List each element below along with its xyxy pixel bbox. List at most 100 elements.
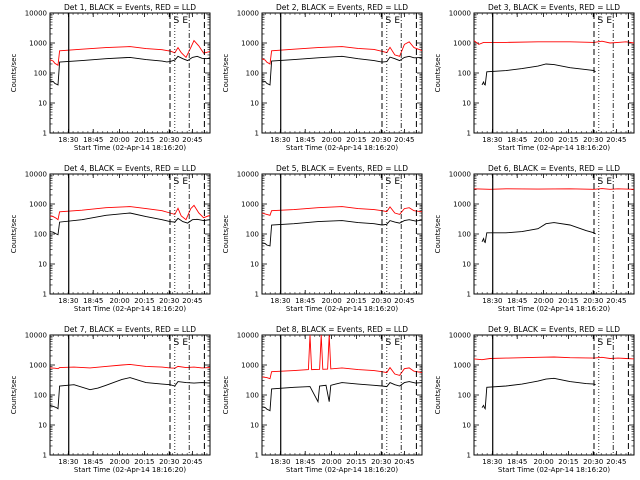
y-tick-label: 100 — [34, 70, 47, 78]
y-tick-label: 10000 — [449, 10, 471, 18]
x-tick-label: 20:15 — [558, 297, 578, 305]
y-axis-title: Counts/sec — [222, 376, 230, 415]
y-tick-label: 100 — [34, 392, 47, 400]
flare-marker-e: E — [182, 177, 188, 187]
y-tick-label: 1000 — [29, 362, 47, 370]
flare-marker-e: E — [606, 177, 612, 187]
x-tick-label: 20:45 — [394, 297, 414, 305]
x-tick-label: 20:45 — [182, 136, 202, 144]
flare-marker-s: S — [386, 177, 392, 187]
y-tick-label: 10 — [462, 100, 471, 108]
flare-marker-s: S — [174, 338, 180, 348]
x-tick-label: 20:15 — [346, 458, 366, 466]
x-tick-label: 18:30 — [58, 297, 78, 305]
x-axis-title: Start Time (02-Apr-14 18:16:20) — [286, 305, 398, 313]
series-line-black — [261, 55, 423, 86]
x-tick-label: 18:45 — [295, 297, 315, 305]
y-axis-title: Counts/sec — [222, 54, 230, 93]
panel-title: Det 7, BLACK = Events, RED = LLD — [64, 325, 196, 334]
detector-panel-1: Det 1, BLACK = Events, RED = LLD 1 10 100 10… — [10, 3, 211, 152]
x-tick-label: 20:45 — [182, 297, 202, 305]
y-tick-label: 100 — [458, 70, 471, 78]
panel-title: Det 9, BLACK = Events, RED = LLD — [488, 325, 620, 334]
panel-title: Det 3, BLACK = Events, RED = LLD — [488, 3, 620, 12]
x-tick-label: 20:30 — [583, 136, 603, 144]
x-tick-label: 20:30 — [371, 458, 391, 466]
y-tick-label: 1 — [255, 291, 259, 299]
x-tick-label: 18:30 — [270, 136, 290, 144]
y-tick-label: 10 — [38, 261, 47, 269]
x-tick-label: 20:45 — [606, 458, 626, 466]
x-tick-label: 20:15 — [134, 136, 154, 144]
detector-panel-4: Det 4, BLACK = Events, RED = LLD 1 10 100 10… — [10, 164, 211, 313]
x-tick-label: 20:00 — [110, 136, 130, 144]
y-axis-title: Counts/sec — [10, 54, 18, 93]
flare-marker-e: E — [394, 177, 400, 187]
x-tick-label: 20:00 — [110, 458, 130, 466]
x-tick-label: 20:00 — [322, 297, 342, 305]
flare-marker-e: E — [606, 338, 612, 348]
x-tick-label: 20:30 — [159, 458, 179, 466]
flare-marker-e: E — [182, 16, 188, 26]
y-tick-label: 10000 — [25, 10, 47, 18]
y-axis-title: Counts/sec — [434, 54, 442, 93]
x-tick-label: 18:45 — [295, 136, 315, 144]
series-line-black — [49, 377, 211, 410]
x-axis-title: Start Time (02-Apr-14 18:16:20) — [498, 305, 610, 313]
y-tick-label: 1 — [43, 452, 47, 460]
flare-marker-s: S — [174, 16, 180, 26]
panel-title: Det 6, BLACK = Events, RED = LLD — [488, 164, 620, 173]
y-axis-title: Counts/sec — [10, 376, 18, 415]
x-tick-label: 18:30 — [482, 297, 502, 305]
flare-marker-s: S — [386, 16, 392, 26]
flare-marker-e: E — [606, 16, 612, 26]
y-tick-label: 1 — [43, 291, 47, 299]
x-tick-label: 20:30 — [583, 297, 603, 305]
x-tick-label: 20:00 — [534, 297, 554, 305]
panel-title: Det 4, BLACK = Events, RED = LLD — [64, 164, 196, 173]
y-tick-label: 10000 — [237, 332, 259, 340]
y-tick-label: 10000 — [237, 10, 259, 18]
panel-title: Det 8, BLACK = Events, RED = LLD — [276, 325, 408, 334]
y-tick-label: 1000 — [29, 40, 47, 48]
x-tick-label: 20:30 — [371, 297, 391, 305]
x-tick-label: 18:30 — [482, 136, 502, 144]
series-line-red — [473, 356, 635, 361]
y-tick-label: 10 — [462, 422, 471, 430]
x-tick-label: 18:45 — [83, 458, 103, 466]
series-line-black — [261, 381, 423, 412]
x-tick-label: 20:15 — [134, 297, 154, 305]
flare-marker-s: S — [386, 338, 392, 348]
detector-panel-2: Det 2, BLACK = Events, RED = LLD 1 10 100 10… — [222, 3, 423, 152]
y-tick-label: 10 — [250, 422, 259, 430]
flare-marker-s: S — [174, 177, 180, 187]
y-tick-label: 10000 — [25, 171, 47, 179]
series-line-black — [481, 222, 596, 244]
series-line-red — [473, 40, 635, 45]
x-tick-label: 20:45 — [182, 458, 202, 466]
y-tick-label: 1 — [467, 291, 471, 299]
y-tick-label: 1 — [467, 452, 471, 460]
y-axis-title: Counts/sec — [222, 215, 230, 254]
flare-marker-e: E — [182, 338, 188, 348]
x-tick-label: 20:45 — [606, 297, 626, 305]
panel-title: Det 1, BLACK = Events, RED = LLD — [64, 3, 196, 12]
y-tick-label: 1 — [43, 130, 47, 138]
y-tick-label: 100 — [34, 231, 47, 239]
x-axis-title: Start Time (02-Apr-14 18:16:20) — [498, 144, 610, 152]
detector-panel-3: Det 3, BLACK = Events, RED = LLD 1 10 100 10… — [434, 3, 635, 152]
y-tick-label: 1 — [255, 452, 259, 460]
series-line-black — [261, 219, 423, 247]
x-tick-label: 18:45 — [507, 458, 527, 466]
detector-panel-9: Det 9, BLACK = Events, RED = LLD 1 10 100 10… — [434, 325, 635, 474]
x-tick-label: 20:45 — [394, 136, 414, 144]
y-tick-label: 10000 — [449, 171, 471, 179]
y-tick-label: 1000 — [241, 40, 259, 48]
y-tick-label: 100 — [246, 70, 259, 78]
x-tick-label: 20:15 — [346, 297, 366, 305]
series-line-black — [49, 55, 211, 86]
x-axis-title: Start Time (02-Apr-14 18:16:20) — [286, 466, 398, 474]
x-axis-title: Start Time (02-Apr-14 18:16:20) — [74, 144, 186, 152]
panel-title: Det 5, BLACK = Events, RED = LLD — [276, 164, 408, 173]
